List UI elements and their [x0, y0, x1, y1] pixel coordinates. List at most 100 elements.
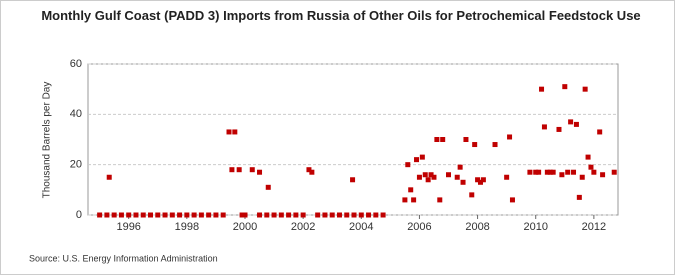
point [477, 179, 483, 185]
point [536, 169, 542, 175]
point [140, 212, 146, 218]
point [422, 172, 428, 178]
point [293, 212, 299, 218]
point [460, 179, 466, 185]
point [571, 169, 577, 175]
point [475, 177, 481, 183]
point [264, 212, 270, 218]
point [169, 212, 175, 218]
point [257, 212, 263, 218]
point [547, 169, 553, 175]
point [257, 169, 263, 175]
point [492, 142, 498, 148]
point [539, 86, 545, 92]
point [309, 169, 315, 175]
point [239, 212, 245, 218]
point [507, 134, 513, 140]
x-tick-label: 2006 [407, 221, 431, 233]
point [431, 174, 437, 180]
point [454, 174, 460, 180]
point [97, 212, 103, 218]
point [504, 174, 510, 180]
point [428, 172, 434, 178]
point [509, 197, 515, 203]
point [457, 164, 463, 170]
point [133, 212, 139, 218]
point [550, 169, 556, 175]
point [300, 212, 306, 218]
y-tick-label: 40 [70, 108, 82, 120]
point [351, 212, 357, 218]
plot-frame [87, 63, 619, 216]
point [425, 177, 431, 183]
point [329, 212, 335, 218]
point [597, 129, 603, 135]
y-axis-label: Thousand Barrels per Day [42, 82, 53, 199]
point [437, 197, 443, 203]
point [213, 212, 219, 218]
point [573, 121, 579, 127]
point [155, 212, 161, 218]
point [191, 212, 197, 218]
point [463, 137, 469, 142]
point [556, 126, 562, 132]
point [104, 212, 110, 218]
point [226, 129, 232, 135]
point [591, 169, 597, 175]
point [265, 184, 271, 190]
point [358, 212, 364, 218]
point [559, 172, 565, 178]
source: Source: U.S. Energy Information Administ… [29, 253, 218, 263]
point [220, 212, 226, 218]
point [322, 212, 328, 218]
point [576, 194, 582, 200]
point [184, 212, 190, 218]
point [568, 119, 574, 125]
point [533, 169, 539, 175]
point [111, 212, 117, 218]
point [286, 212, 292, 218]
x-tick-label: 2000 [233, 221, 257, 233]
point [380, 212, 386, 218]
x-tick-label: 2008 [465, 221, 489, 233]
point [414, 157, 420, 163]
point [373, 212, 379, 218]
point [306, 167, 312, 173]
point [148, 212, 154, 218]
point [271, 212, 277, 218]
point [232, 129, 238, 135]
point [249, 167, 255, 173]
point [344, 212, 350, 218]
point [408, 187, 414, 193]
point [582, 86, 588, 92]
point [588, 164, 594, 170]
point [472, 142, 478, 148]
point [198, 212, 204, 218]
x-tick-label: 2012 [582, 221, 606, 233]
x-tick-label: 1996 [116, 221, 140, 233]
point [118, 212, 124, 218]
point [242, 212, 248, 218]
point [480, 177, 486, 183]
point [579, 174, 585, 180]
point [350, 177, 356, 183]
point [278, 212, 284, 218]
point [544, 169, 550, 175]
point [315, 212, 321, 218]
point [106, 174, 112, 180]
x-tick-label: 2002 [291, 221, 315, 233]
point [126, 212, 132, 218]
point [600, 172, 606, 178]
point [402, 197, 408, 203]
x-tick-label: 2010 [523, 221, 547, 233]
point [162, 212, 168, 218]
point [411, 197, 417, 203]
point [206, 212, 212, 218]
point [527, 169, 533, 175]
point [562, 84, 568, 90]
point [177, 212, 183, 218]
y-tick-label: 0 [76, 209, 82, 221]
point [416, 174, 422, 180]
